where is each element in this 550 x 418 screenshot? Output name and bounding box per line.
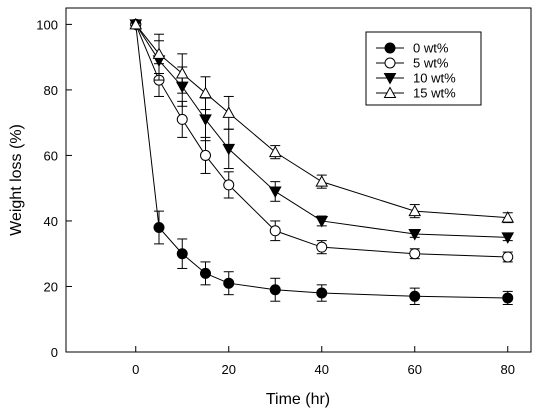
data-point: [502, 251, 514, 263]
legend-item: 10 wt%: [376, 71, 456, 86]
y-tick-label: 0: [51, 345, 58, 360]
legend-label: 0 wt%: [413, 41, 449, 56]
data-point: [315, 215, 329, 228]
legend-item: 15 wt%: [376, 86, 456, 101]
series-1: [130, 18, 514, 263]
data-point: [200, 149, 211, 161]
data-point: [129, 17, 143, 30]
data-point: [501, 211, 515, 223]
data-point: [502, 292, 514, 304]
series-layer: [129, 17, 515, 305]
legend-label: 5 wt%: [413, 56, 449, 71]
y-axis-title: Weight loss (%): [8, 124, 25, 236]
x-tick-label: 60: [408, 362, 422, 377]
data-point: [315, 175, 329, 187]
data-point: [223, 179, 235, 191]
data-point: [175, 66, 189, 79]
legend-label: 10 wt%: [413, 71, 456, 86]
data-point: [316, 241, 328, 253]
data-point: [152, 47, 166, 59]
y-tick-label: 40: [44, 214, 58, 229]
data-point: [200, 267, 211, 279]
data-point: [176, 113, 188, 125]
legend-marker: [384, 57, 396, 69]
data-point: [269, 225, 281, 237]
x-tick-label: 0: [132, 362, 139, 377]
data-point: [153, 222, 165, 234]
data-point: [199, 86, 212, 99]
ticks-layer: 0 20 40 60 80 0 20 40 60 80 100: [36, 17, 515, 377]
y-tick-label: 20: [44, 279, 58, 294]
series-3: [129, 17, 515, 224]
data-point: [222, 143, 236, 156]
series-2: [129, 19, 515, 244]
data-point: [501, 232, 515, 244]
legend-item: 0 wt%: [376, 41, 449, 56]
data-point: [176, 248, 188, 260]
x-tick-label: 40: [315, 362, 329, 377]
y-tick-label: 60: [44, 148, 58, 163]
data-point: [316, 287, 328, 299]
data-point: [408, 204, 422, 217]
y-tick-label: 80: [44, 83, 58, 98]
data-point: [269, 284, 281, 296]
series-0: [130, 18, 514, 305]
data-point: [268, 145, 282, 158]
data-point: [409, 290, 421, 302]
data-point: [408, 229, 422, 241]
legend: 0 wt%5 wt%10 wt%15 wt%: [365, 31, 482, 106]
x-axis-title: Time (hr): [266, 391, 330, 408]
y-tick-label: 100: [36, 17, 58, 32]
legend-marker: [383, 73, 397, 85]
plot-frame: [65, 7, 532, 353]
legend-item: 5 wt%: [376, 56, 449, 71]
data-point: [222, 106, 236, 118]
data-point: [223, 277, 235, 289]
x-tick-label: 80: [501, 362, 515, 377]
legend-label: 15 wt%: [413, 86, 456, 101]
legend-marker: [384, 42, 396, 54]
data-point: [409, 248, 421, 260]
legend-marker: [383, 86, 397, 98]
x-tick-label: 20: [222, 362, 236, 377]
data-point: [268, 186, 282, 199]
data-point: [199, 114, 212, 126]
